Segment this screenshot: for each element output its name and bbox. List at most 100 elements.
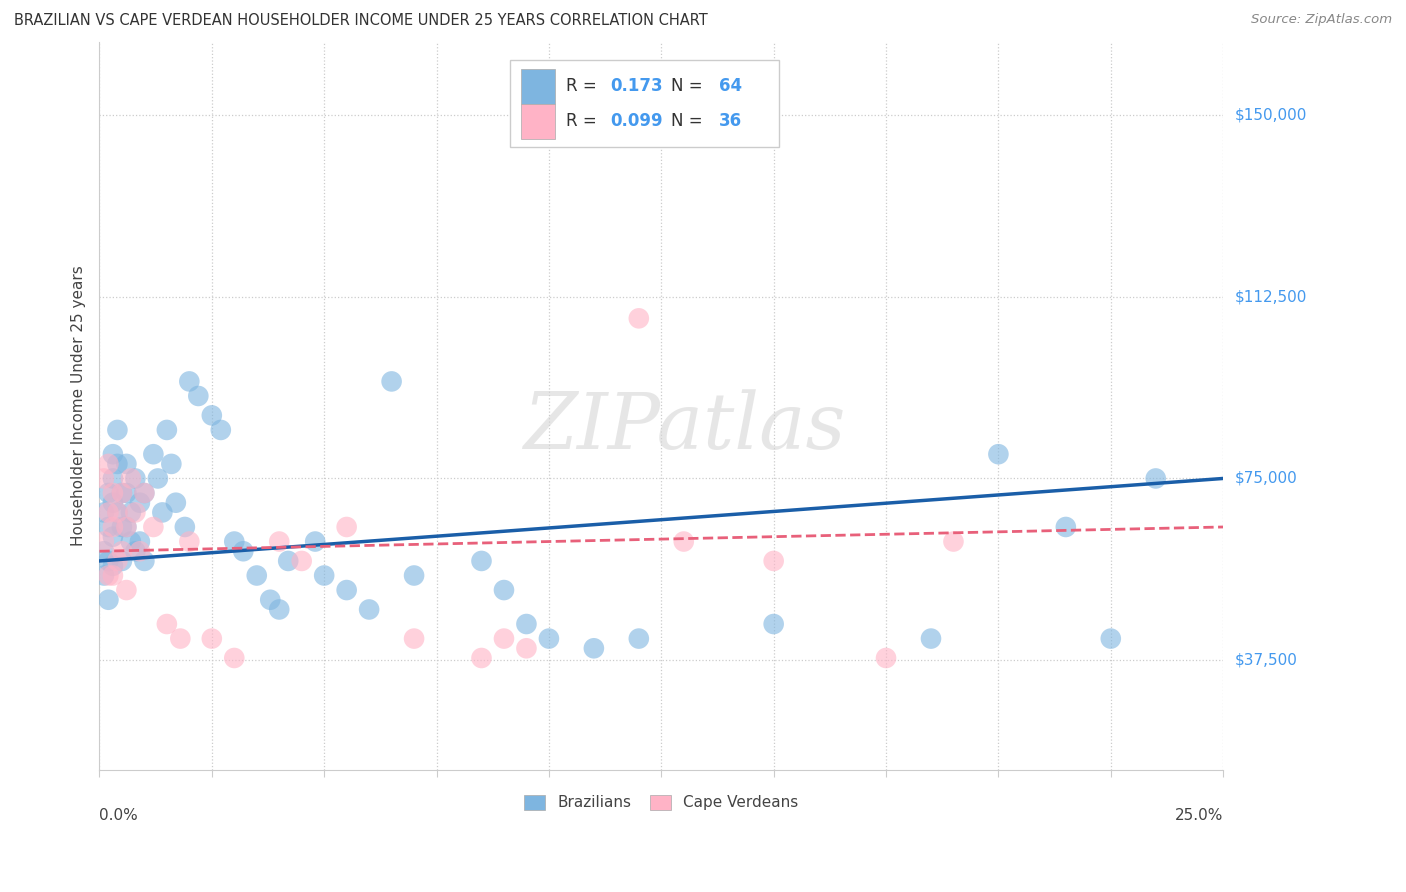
Point [120,505,142,519]
Point [187,389,209,403]
Point [124,471,146,485]
Point [987,447,1010,461]
Point [142,520,165,534]
Point [156,617,179,632]
Point [93,505,115,519]
Text: $112,500: $112,500 [1234,289,1306,304]
Point [101,568,124,582]
Point [97,568,120,582]
Text: N =: N = [672,77,709,95]
Point [111,520,134,534]
Point [134,486,156,500]
Point [875,651,897,665]
Point [93,534,115,549]
Point [124,505,146,519]
Point [1054,520,1077,534]
Point [97,457,120,471]
Point [359,602,381,616]
Point [101,520,124,534]
Point [150,505,173,519]
Text: ZIPatlas: ZIPatlas [523,389,845,466]
Point [920,632,942,646]
Point [101,471,124,485]
Point [115,486,138,500]
Point [336,520,359,534]
Point [111,486,134,500]
Point [120,534,142,549]
Point [404,632,426,646]
Point [1144,471,1167,485]
Text: 64: 64 [718,77,742,95]
Point [173,520,195,534]
Point [314,568,336,582]
FancyBboxPatch shape [520,69,554,103]
Point [97,505,120,519]
Text: 0.173: 0.173 [610,77,664,95]
Point [107,554,129,568]
Point [142,447,165,461]
Point [627,632,650,646]
Point [107,423,129,437]
Point [179,375,201,389]
Point [97,592,120,607]
Point [537,632,560,646]
Point [93,471,115,485]
Text: $150,000: $150,000 [1234,107,1306,122]
Point [582,641,605,656]
Point [93,568,115,582]
Point [762,617,785,632]
Point [470,554,492,568]
Point [124,544,146,558]
Point [470,651,492,665]
Point [269,534,291,549]
Point [111,554,134,568]
Point [97,554,120,568]
Point [120,471,142,485]
Text: 0.0%: 0.0% [100,808,138,823]
Point [115,520,138,534]
Point [201,409,224,423]
Point [246,568,269,582]
Text: $37,500: $37,500 [1234,653,1298,668]
Point [515,641,537,656]
Point [224,651,246,665]
Text: BRAZILIAN VS CAPE VERDEAN HOUSEHOLDER INCOME UNDER 25 YEARS CORRELATION CHART: BRAZILIAN VS CAPE VERDEAN HOUSEHOLDER IN… [14,13,707,29]
Point [134,486,156,500]
Point [224,534,246,549]
Point [277,554,299,568]
Text: 36: 36 [718,112,742,130]
Point [107,457,129,471]
Point [269,602,291,616]
Point [291,554,314,568]
Point [942,534,965,549]
FancyBboxPatch shape [509,60,779,147]
Point [97,486,120,500]
Point [762,554,785,568]
Point [128,496,150,510]
Point [97,520,120,534]
Text: R =: R = [565,77,602,95]
Text: 0.099: 0.099 [610,112,664,130]
Point [101,447,124,461]
Text: N =: N = [672,112,709,130]
Point [232,544,254,558]
Point [156,423,179,437]
Point [492,632,515,646]
Point [209,423,232,437]
Point [492,583,515,598]
Point [107,505,129,519]
Point [128,544,150,558]
Text: $75,000: $75,000 [1234,471,1296,486]
Point [115,457,138,471]
Point [111,544,134,558]
Legend: Brazilians, Cape Verdeans: Brazilians, Cape Verdeans [517,789,804,816]
Point [336,583,359,598]
Point [134,554,156,568]
Point [404,568,426,582]
Point [101,530,124,544]
Point [515,617,537,632]
Point [381,375,404,389]
Text: R =: R = [565,112,602,130]
Point [93,544,115,558]
Point [115,520,138,534]
